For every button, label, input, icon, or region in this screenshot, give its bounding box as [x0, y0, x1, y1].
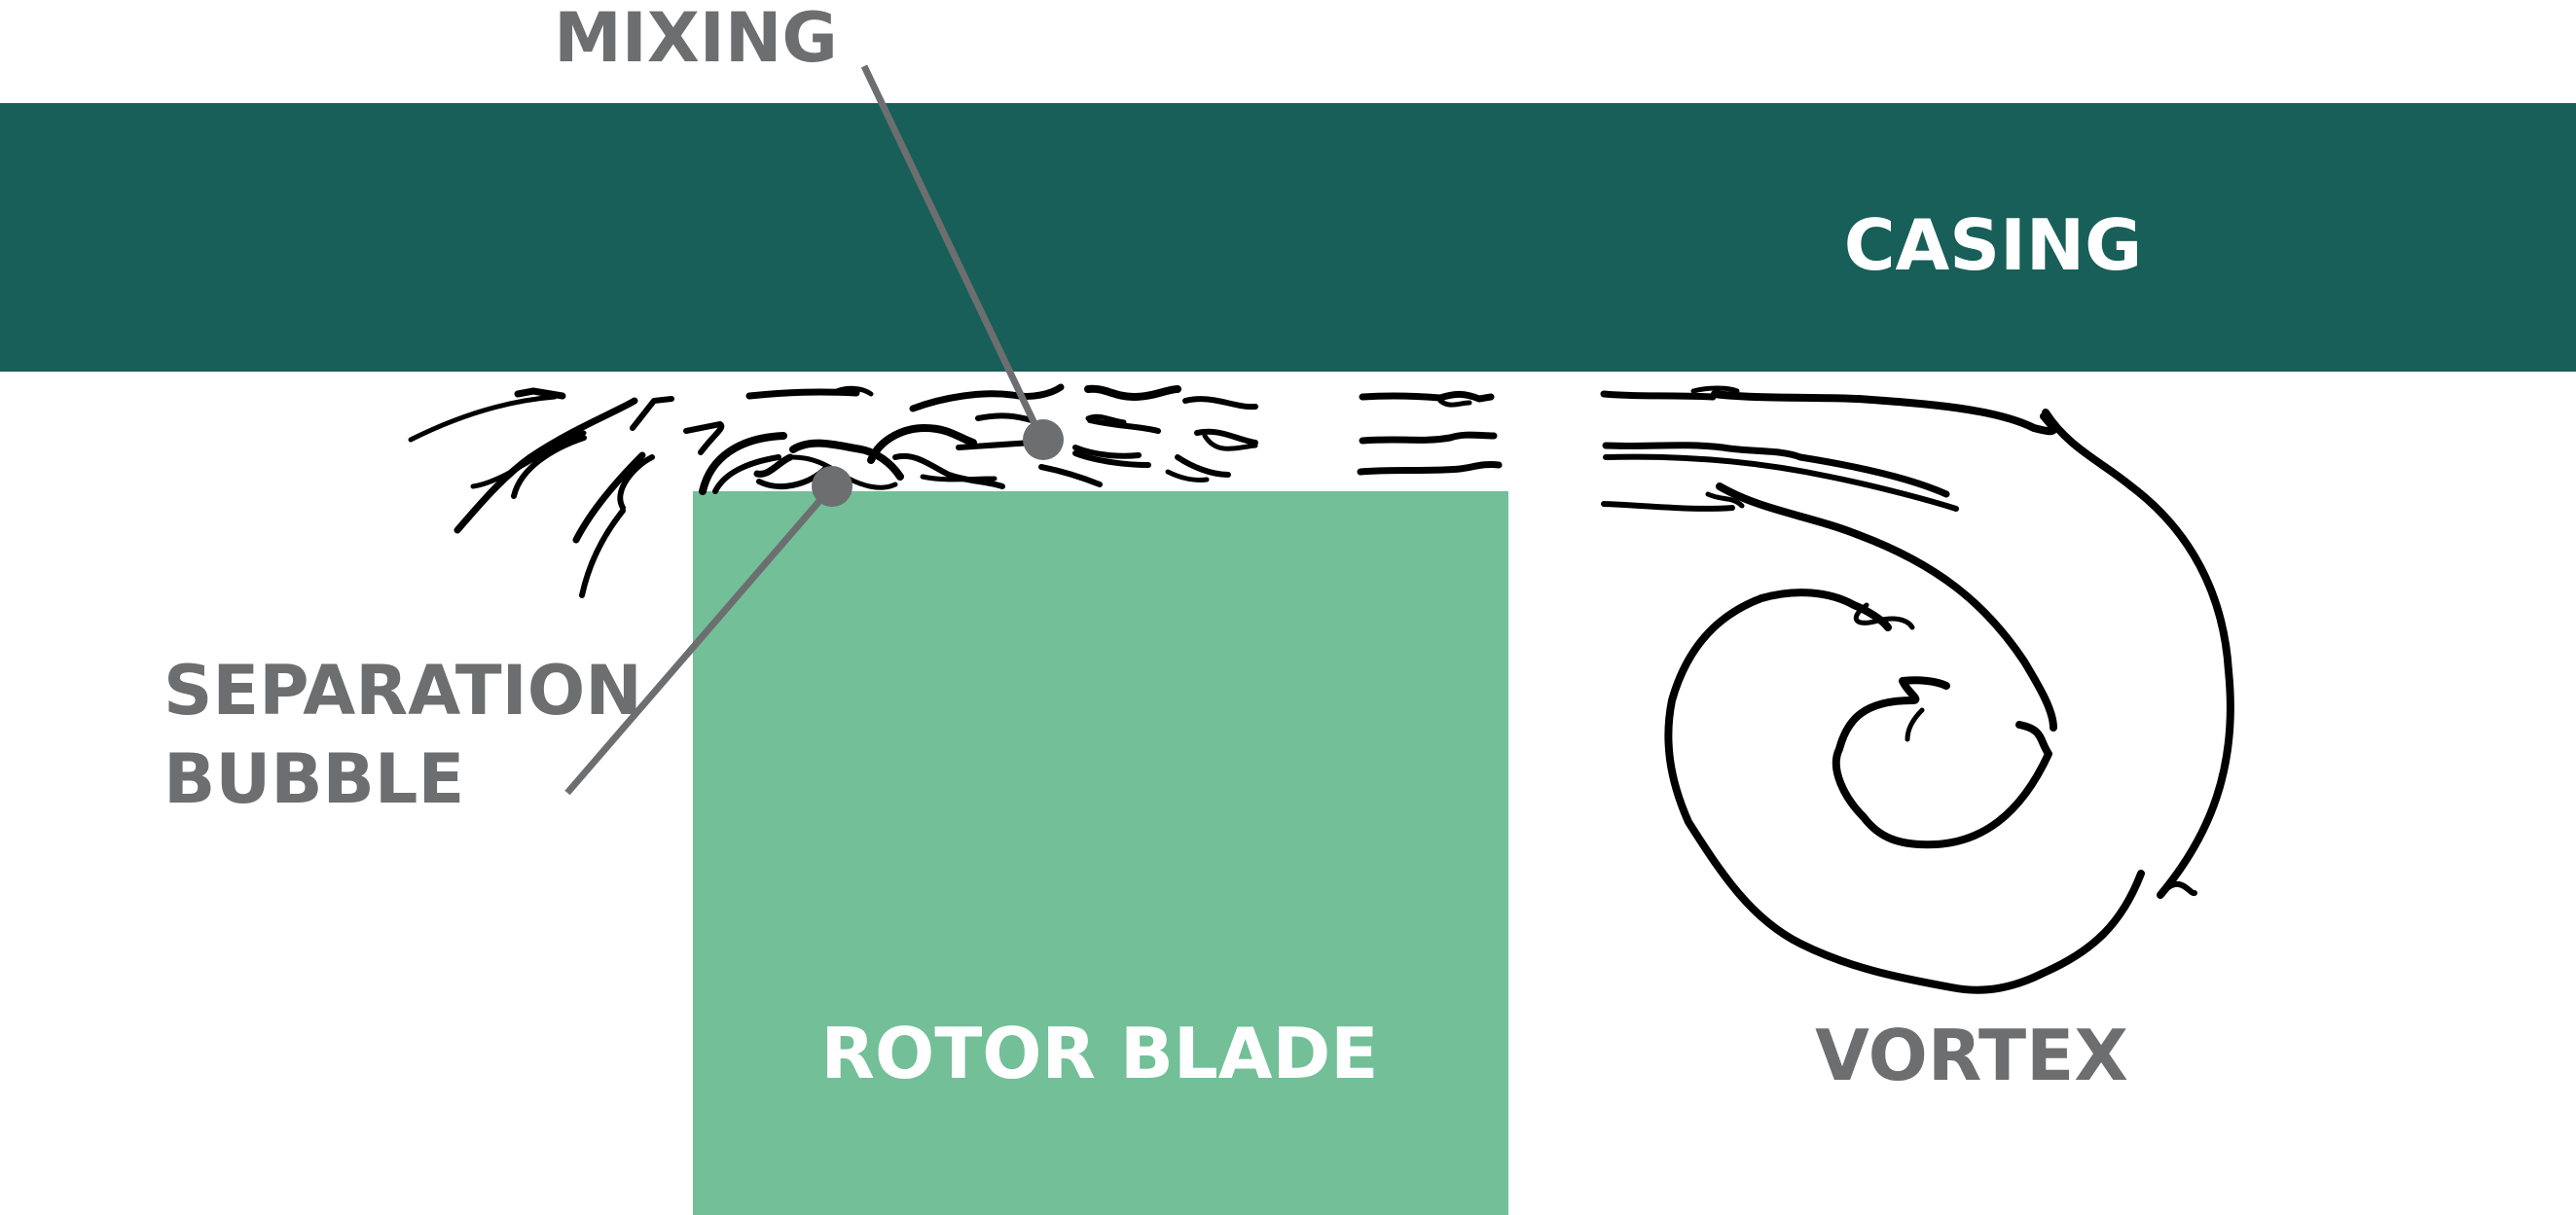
rotor-blade [693, 491, 1508, 1215]
separation-callout-line [564, 483, 835, 796]
casing-label: CASING [1844, 204, 2143, 286]
separation-flow-streaks [408, 383, 1258, 598]
separation-label-line2: BUBBLE [163, 739, 464, 819]
mixing-callout-line [860, 64, 1045, 440]
tip-leakage-streamlines [1357, 385, 1959, 512]
mixing-label: MIXING [554, 0, 838, 78]
rotor-blade-label: ROTOR BLADE [821, 1013, 1379, 1094]
casing-band [0, 103, 2576, 372]
separation-callout-dot [812, 466, 853, 507]
mixing-callout-dot [1023, 419, 1064, 460]
vortex-label: VORTEX [1815, 1015, 2128, 1096]
separation-label-line1: SEPARATION [163, 651, 642, 731]
tip-vortex-spiral [1664, 390, 2234, 994]
